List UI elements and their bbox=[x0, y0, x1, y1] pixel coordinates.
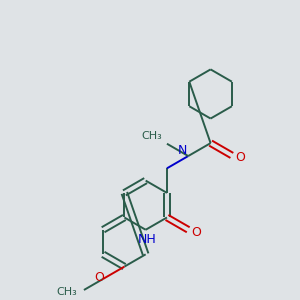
Text: N: N bbox=[178, 144, 187, 157]
Text: O: O bbox=[94, 271, 104, 284]
Text: NH: NH bbox=[138, 233, 157, 246]
Text: O: O bbox=[235, 151, 245, 164]
Text: CH₃: CH₃ bbox=[56, 287, 77, 297]
Text: O: O bbox=[191, 226, 201, 238]
Text: CH₃: CH₃ bbox=[142, 131, 163, 141]
